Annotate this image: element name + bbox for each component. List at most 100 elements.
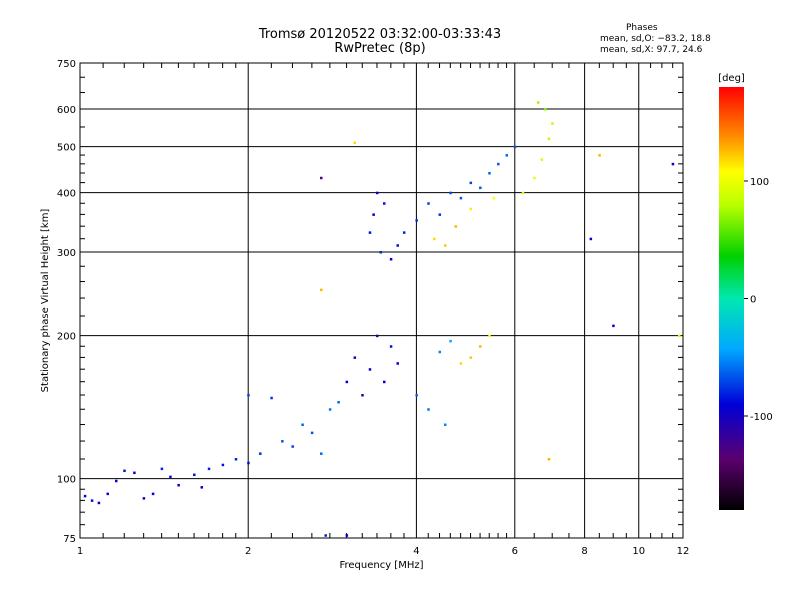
data-point (133, 471, 136, 475)
data-point (247, 394, 250, 397)
x-tick-label: 1 (77, 546, 83, 557)
colorbar: [deg] 100 0 -100 (718, 73, 773, 510)
plot-frame (79, 62, 684, 539)
data-point (449, 191, 452, 195)
y-tick-label: 300 (57, 248, 76, 259)
data-point (353, 141, 357, 145)
x-tick-label: 6 (512, 546, 518, 557)
data-point (368, 231, 372, 234)
data-point (469, 356, 473, 359)
data-point (328, 408, 332, 411)
data-point (389, 345, 393, 348)
data-point (123, 469, 126, 473)
data-point (160, 467, 164, 471)
data-point (415, 394, 418, 397)
colorbar-tick-label: 0 (750, 295, 756, 306)
data-point (320, 452, 323, 455)
data-point (479, 186, 482, 190)
y-tick-label: 750 (57, 59, 76, 70)
data-point (372, 213, 375, 216)
data-point (598, 154, 601, 157)
data-point (492, 196, 496, 200)
data-point (427, 202, 430, 205)
data-point (389, 258, 393, 261)
y-tick-label: 400 (57, 189, 76, 200)
data-point (383, 380, 386, 384)
data-point (234, 457, 238, 461)
y-tick-label: 500 (57, 143, 76, 154)
data-point (427, 408, 430, 411)
data-point (361, 394, 364, 397)
data-point (353, 356, 357, 359)
y-tick-label: 200 (57, 332, 76, 343)
data-point (547, 457, 551, 461)
data-point (521, 191, 525, 195)
data-point (207, 467, 211, 471)
data-point (488, 334, 491, 338)
data-point (589, 237, 593, 241)
data-point (90, 499, 94, 502)
data-point (368, 368, 372, 371)
data-point (106, 492, 110, 496)
data-point (97, 501, 101, 505)
data-point (320, 288, 323, 292)
data-point (375, 334, 379, 338)
y-axis-label: Stationary phase Virtual Height [km] (40, 209, 51, 393)
data-point (551, 122, 554, 125)
data-point (221, 463, 225, 467)
colorbar-unit-label: [deg] (718, 73, 745, 84)
data-point (345, 534, 349, 537)
data-point (513, 145, 517, 149)
data-point (547, 137, 551, 141)
data-point (83, 494, 87, 498)
data-point (193, 473, 196, 477)
data-point (449, 339, 452, 343)
data-point (320, 176, 323, 180)
colorbar-tick-label: -100 (750, 412, 773, 423)
y-tick-label: 600 (57, 105, 76, 116)
data-point (488, 172, 491, 175)
data-point (291, 445, 294, 448)
data-point (438, 350, 442, 354)
phase-stats-o: mean, sd,O: −83.2, 18.8 (600, 34, 711, 44)
data-point (281, 440, 284, 443)
data-point (375, 191, 379, 195)
data-point (310, 431, 314, 435)
x-tick-label: 12 (677, 546, 690, 557)
data-point (459, 362, 463, 365)
data-point (169, 475, 172, 479)
phases-heading: Phases (626, 23, 658, 33)
data-point (671, 162, 675, 166)
data-point (505, 154, 509, 157)
data-point (337, 401, 340, 404)
x-tick-label: 10 (632, 546, 645, 557)
phase-stats-x: mean, sd,X: 97.7, 24.6 (600, 45, 703, 55)
x-tick-label: 8 (581, 546, 587, 557)
y-tick-label: 100 (57, 475, 76, 486)
data-point (324, 534, 327, 537)
chart-title: Tromsø 20120522 03:32:00-03:33:43 (258, 27, 502, 42)
data-point (270, 396, 273, 400)
colorbar-gradient (719, 87, 744, 510)
data-point (544, 108, 547, 111)
data-point (396, 244, 399, 247)
data-point (379, 251, 383, 254)
colorbar-tick-label: 100 (750, 177, 769, 188)
x-tick-label: 4 (413, 546, 419, 557)
data-point (301, 423, 304, 427)
data-point (247, 461, 250, 465)
data-point (469, 207, 473, 211)
x-axis-label: Frequency [MHz] (339, 560, 423, 571)
data-point (459, 196, 463, 200)
data-point (432, 237, 436, 241)
data-point (438, 213, 442, 216)
data-point (536, 101, 540, 104)
data-point (142, 497, 146, 500)
data-point (200, 486, 204, 489)
data-point (454, 225, 458, 228)
data-point (415, 219, 418, 222)
data-point (443, 423, 447, 427)
data-point (533, 176, 536, 180)
data-point (177, 483, 180, 487)
